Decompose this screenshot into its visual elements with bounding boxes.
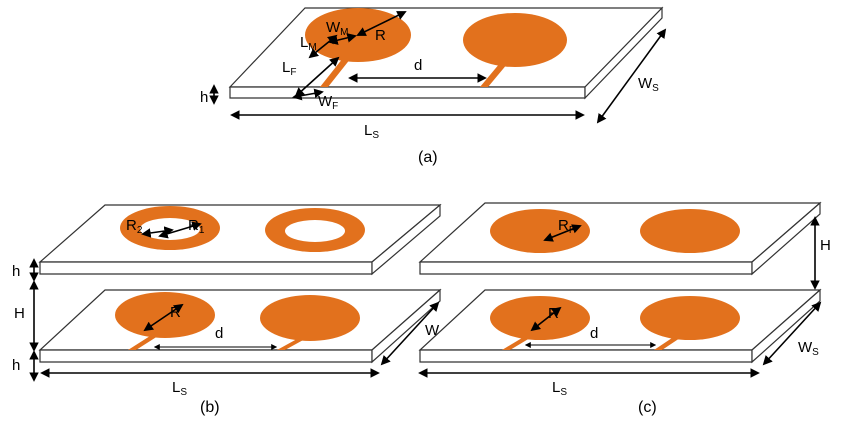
label-part: R xyxy=(170,304,181,321)
label: d xyxy=(414,57,422,74)
label-part: L xyxy=(172,379,180,396)
label: LS xyxy=(364,122,379,141)
label-part: W xyxy=(798,339,813,356)
label-part: H xyxy=(820,237,831,254)
label-part: P xyxy=(569,225,576,236)
label-part: W xyxy=(326,19,341,36)
label: WS xyxy=(638,75,659,94)
label-part: R xyxy=(126,217,137,234)
label-part: F xyxy=(332,101,338,112)
label-part: h xyxy=(12,357,20,374)
label: RP xyxy=(558,217,576,236)
label-part: 2 xyxy=(137,225,143,236)
label-part: R xyxy=(188,217,199,234)
label-part: R xyxy=(375,27,386,44)
label-part: F xyxy=(290,67,296,78)
label-part: S xyxy=(652,83,659,94)
label: LF xyxy=(282,59,296,78)
label: R xyxy=(170,304,181,321)
label: H xyxy=(14,305,25,322)
label-part: 1 xyxy=(199,225,205,236)
label: LS xyxy=(172,379,187,398)
panel-c: RP H R d LS WS (c) xyxy=(418,201,831,416)
label-part: R xyxy=(548,305,559,322)
label-part: L xyxy=(282,59,290,76)
label: R xyxy=(548,305,559,322)
label-part: L xyxy=(300,34,308,51)
label: LS xyxy=(552,379,567,398)
label-part: M xyxy=(308,42,316,53)
label-part: M xyxy=(340,27,348,38)
label-part: W xyxy=(318,93,333,110)
panel-b: R2 R1 h H R d h LS WS (b) xyxy=(12,203,446,416)
label-part: d xyxy=(215,325,223,342)
label: h xyxy=(200,89,208,106)
label-part: S xyxy=(180,387,187,398)
label: WM xyxy=(326,19,349,38)
label-part: S xyxy=(372,130,379,141)
label-part: S xyxy=(560,387,567,398)
label-part: S xyxy=(812,347,819,358)
caption: (b) xyxy=(200,399,220,416)
label-part: W xyxy=(638,75,653,92)
panel-a: LM WM R LF d WF h LS WS (a) xyxy=(200,6,667,166)
label: h xyxy=(12,357,20,374)
label: R1 xyxy=(188,217,205,236)
label: d xyxy=(215,325,223,342)
caption: (a) xyxy=(418,149,438,166)
caption: (c) xyxy=(638,399,657,416)
label-part: L xyxy=(552,379,560,396)
label-part: H xyxy=(14,305,25,322)
label: d xyxy=(590,325,598,342)
label-part: d xyxy=(414,57,422,74)
label: WF xyxy=(318,93,338,112)
label: WS xyxy=(798,339,819,358)
label: R2 xyxy=(126,217,143,236)
label-part: d xyxy=(590,325,598,342)
label: h xyxy=(12,263,20,280)
label-part: R xyxy=(558,217,569,234)
label: R xyxy=(375,27,386,44)
label: LM xyxy=(300,34,317,53)
label-part: h xyxy=(12,263,20,280)
label: H xyxy=(820,237,831,254)
label-part: L xyxy=(364,122,372,139)
label-part: h xyxy=(200,89,208,106)
